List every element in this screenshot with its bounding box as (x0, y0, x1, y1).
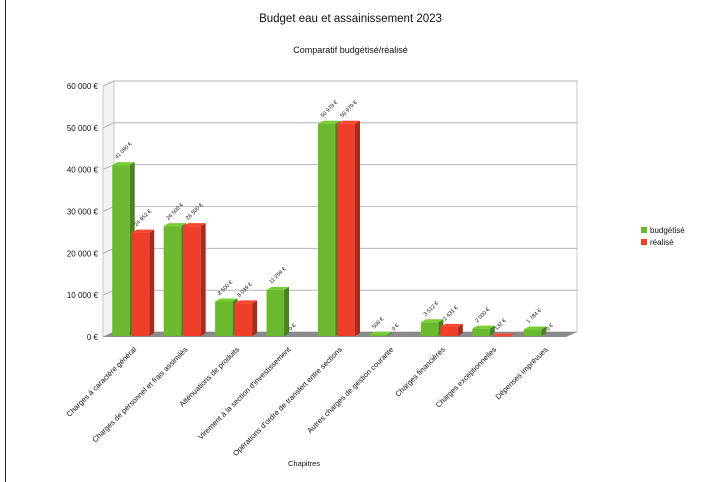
gridline (102, 80, 577, 87)
bar-top (523, 326, 547, 330)
bar (369, 334, 387, 336)
bar (420, 322, 439, 336)
legend-item-realise: réalisé (641, 236, 685, 248)
bar-side (149, 229, 155, 336)
bar (523, 329, 542, 336)
bar (234, 303, 253, 336)
x-tick-label: Virement à la section d'investissement (196, 344, 293, 441)
bar (318, 123, 336, 336)
bar (183, 226, 201, 336)
bar-top (369, 331, 392, 335)
y-tick-label: 20 000 € (67, 249, 99, 258)
gridline (102, 122, 577, 129)
bar-top (163, 223, 187, 227)
bar-side (252, 300, 258, 336)
chart-legend: budgétisé réalisé (641, 224, 685, 248)
bar (337, 123, 355, 336)
y-tick-label: 60 000 € (67, 82, 99, 91)
data-label: 0 € (288, 323, 298, 333)
bar (131, 232, 150, 336)
legend-swatch-realise (641, 239, 647, 245)
bar-top (472, 325, 495, 329)
bar-top (440, 323, 463, 327)
bar-side (284, 286, 290, 336)
y-tick-label: 30 000 € (67, 208, 99, 217)
bar-top (318, 120, 341, 124)
bar-side (541, 326, 547, 336)
y-tick-label: 0 € (87, 333, 99, 342)
y-tick-label: 40 000 € (67, 166, 99, 175)
bar-side (489, 325, 495, 336)
x-tick-label: Charges financières (393, 345, 447, 399)
x-tick-label: Opérations d'ordre de transfert entre se… (231, 345, 344, 458)
bar (472, 328, 490, 336)
data-label: 0 € (545, 323, 555, 333)
bar-side (200, 223, 206, 336)
bar (112, 165, 130, 336)
bar (163, 226, 182, 336)
page-left-border (5, 0, 6, 482)
bar-top (234, 300, 258, 304)
bar (266, 289, 285, 336)
legend-swatch-budgetise (641, 227, 647, 233)
bar-top (266, 286, 290, 290)
bar-side (355, 120, 360, 336)
bar (440, 326, 458, 336)
x-axis-title: Chapitres (288, 459, 321, 468)
bar-top (215, 298, 238, 302)
bar-side (457, 323, 463, 336)
legend-item-budgetise: budgétisé (641, 224, 685, 236)
x-tick-label: Autres charges de gestion courante (305, 345, 395, 435)
y-tick-label: 50 000 € (67, 124, 99, 133)
legend-label-budgetise: budgétisé (650, 225, 685, 235)
bar-top (131, 229, 155, 233)
bar-top (420, 319, 444, 323)
x-tick-label: Dépenses imprévues (494, 345, 550, 401)
bar-top (491, 333, 515, 337)
chart-title: Budget eau et assainissement 2023 (259, 13, 442, 25)
y-tick-label: 10 000 € (67, 291, 99, 300)
data-label: 0 € (391, 323, 401, 333)
x-tick-label: Charges de personnel et frais assimilés (90, 345, 189, 444)
bar-top (112, 162, 135, 166)
bar-top (183, 223, 206, 227)
legend-label-realise: réalisé (650, 237, 674, 247)
bar-top (337, 120, 360, 124)
bar (215, 301, 233, 336)
bar-side (386, 331, 392, 336)
chart-subtitle: Comparatif budgétisé/réalisé (293, 45, 408, 55)
